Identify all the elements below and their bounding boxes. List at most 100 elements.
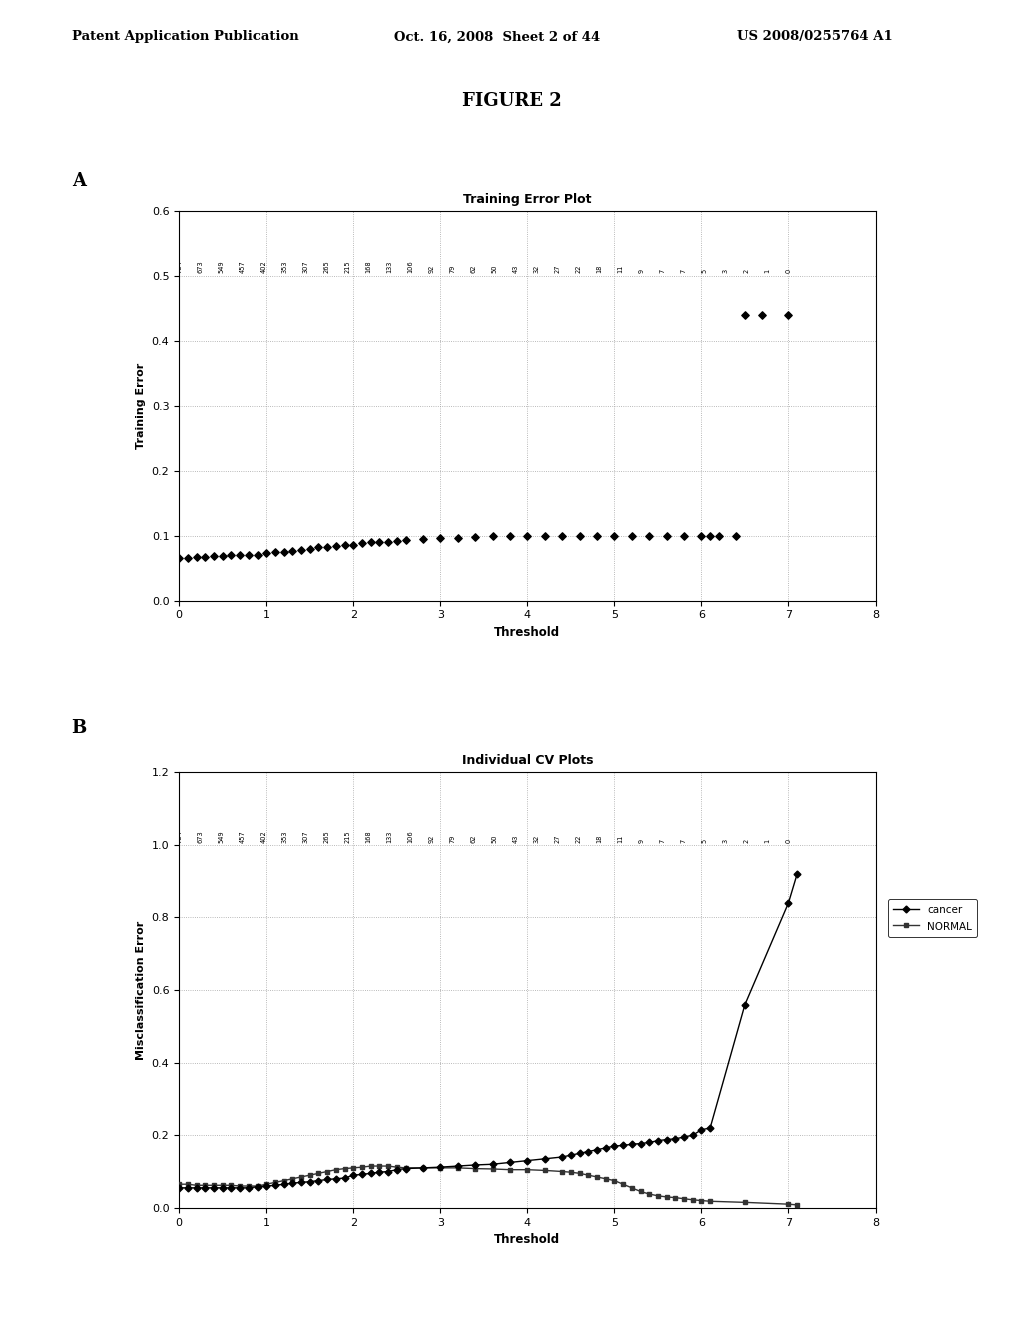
Text: 133: 133 [386, 260, 392, 273]
Point [693, 525, 710, 546]
Y-axis label: Misclassification Error: Misclassification Error [136, 920, 146, 1060]
Text: 5: 5 [701, 268, 708, 273]
Text: 32: 32 [534, 264, 540, 273]
cancer [347, 1167, 359, 1183]
cancer [182, 1180, 195, 1196]
Text: A: A [72, 172, 86, 190]
Text: 3: 3 [723, 840, 728, 843]
Text: 168: 168 [366, 830, 372, 843]
cancer [791, 866, 803, 882]
Point [231, 545, 248, 566]
Point [484, 525, 501, 546]
Point [519, 525, 536, 546]
Text: 307: 307 [302, 830, 308, 843]
X-axis label: Threshold: Threshold [495, 626, 560, 639]
Text: 92: 92 [428, 834, 434, 843]
Title: Training Error Plot: Training Error Plot [463, 193, 592, 206]
Text: 18: 18 [596, 834, 602, 843]
Point [345, 535, 361, 556]
Point [310, 537, 327, 558]
Text: 549: 549 [218, 830, 224, 843]
Text: 7: 7 [680, 268, 686, 273]
Point [589, 525, 605, 546]
Text: 9: 9 [638, 840, 644, 843]
Text: 133: 133 [386, 830, 392, 843]
Text: 307: 307 [302, 260, 308, 273]
Text: 7: 7 [680, 838, 686, 843]
NORMAL [626, 1180, 638, 1196]
cancer [564, 1147, 577, 1163]
Text: 7: 7 [659, 838, 666, 843]
cancer [616, 1138, 629, 1154]
Point [624, 525, 640, 546]
cancer [539, 1151, 551, 1167]
Text: 1: 1 [765, 840, 770, 843]
Point [250, 545, 266, 566]
Text: 79: 79 [450, 264, 456, 273]
Text: 106: 106 [408, 260, 414, 273]
Text: 62: 62 [470, 834, 476, 843]
Point [537, 525, 553, 546]
Text: 22: 22 [575, 834, 582, 843]
Text: 50: 50 [492, 834, 498, 843]
Text: B: B [72, 719, 87, 738]
Text: 27: 27 [554, 264, 560, 273]
Text: 43: 43 [512, 264, 518, 273]
Point [676, 525, 692, 546]
Text: 62: 62 [470, 264, 476, 273]
Text: 402: 402 [260, 830, 266, 843]
NORMAL [365, 1158, 377, 1173]
Point [571, 525, 588, 546]
Point [606, 525, 623, 546]
Point [328, 536, 344, 557]
Text: 11: 11 [617, 834, 624, 843]
NORMAL [347, 1160, 359, 1176]
Point [450, 527, 466, 548]
Line: NORMAL: NORMAL [177, 1164, 800, 1208]
Point [362, 532, 379, 553]
Text: 106: 106 [408, 830, 414, 843]
Text: 50: 50 [492, 264, 498, 273]
Point [293, 540, 309, 561]
Text: 457: 457 [240, 830, 245, 843]
Point [354, 533, 371, 554]
Text: 457: 457 [240, 260, 245, 273]
Point [275, 541, 292, 562]
Point [658, 525, 675, 546]
Point [319, 536, 336, 557]
Text: Oct. 16, 2008  Sheet 2 of 44: Oct. 16, 2008 Sheet 2 of 44 [394, 30, 600, 44]
Point [641, 525, 657, 546]
Text: 673: 673 [198, 260, 203, 273]
Text: US 2008/0255764 A1: US 2008/0255764 A1 [737, 30, 893, 44]
Text: 353: 353 [282, 260, 288, 273]
NORMAL [173, 1176, 185, 1192]
NORMAL [791, 1197, 803, 1213]
Text: 2: 2 [743, 268, 750, 273]
Point [711, 525, 727, 546]
Text: 784: 784 [176, 260, 182, 273]
Point [415, 528, 431, 549]
Text: 2: 2 [743, 838, 750, 843]
Text: 265: 265 [324, 260, 330, 273]
Point [336, 535, 352, 556]
Point [397, 529, 414, 550]
Point [380, 531, 396, 552]
Point [467, 527, 483, 548]
NORMAL [573, 1166, 586, 1181]
Text: 5: 5 [701, 838, 708, 843]
Point [171, 548, 187, 569]
Point [554, 525, 570, 546]
Text: FIGURE 2: FIGURE 2 [462, 92, 562, 111]
Point [780, 305, 797, 326]
Text: 0: 0 [785, 268, 792, 273]
Text: 43: 43 [512, 834, 518, 843]
Text: 784: 784 [176, 830, 182, 843]
Point [388, 531, 404, 552]
cancer [486, 1156, 499, 1172]
Point [180, 548, 197, 569]
cancer [173, 1180, 185, 1196]
Point [214, 546, 230, 568]
NORMAL [182, 1176, 195, 1192]
Point [728, 525, 744, 546]
Text: 549: 549 [218, 260, 224, 273]
